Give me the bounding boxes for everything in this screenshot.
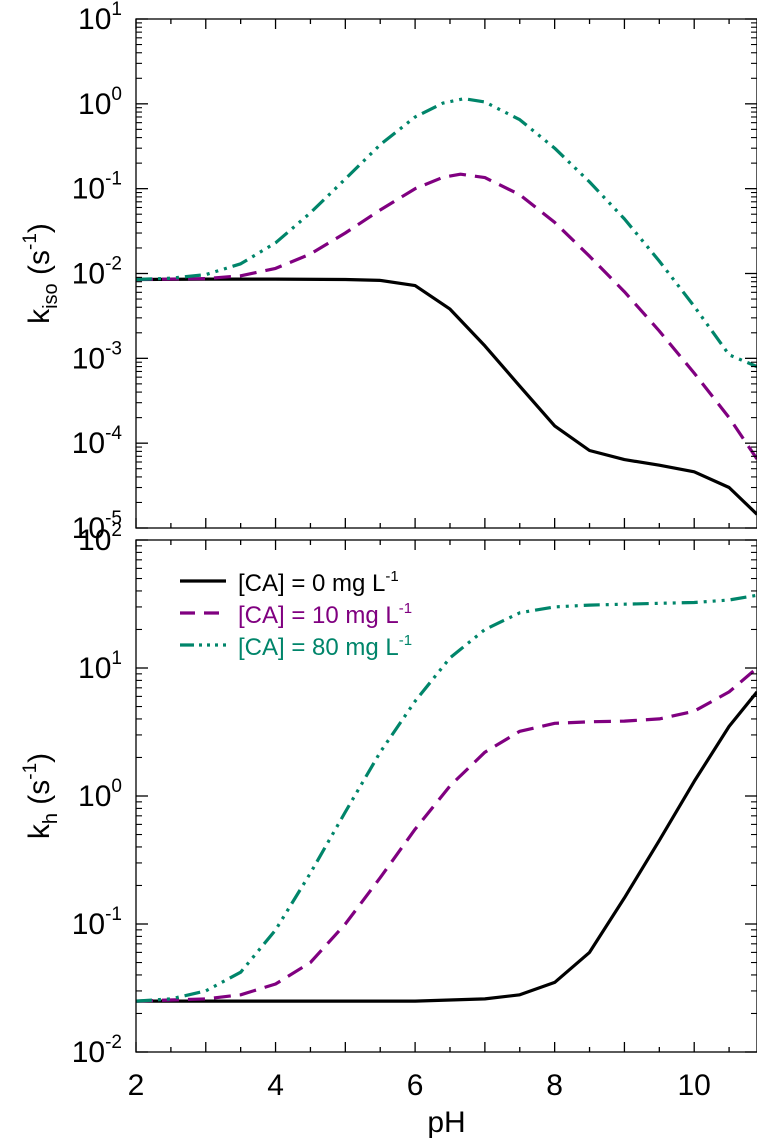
y-tick-exponent: -3 xyxy=(105,338,122,359)
y-tick-label: 10-5 xyxy=(72,508,122,545)
y-label-subscript: h xyxy=(40,813,62,824)
series-line-1 xyxy=(136,666,757,1003)
y-axis-label: kh (s-1) xyxy=(20,753,62,839)
series-line-2 xyxy=(136,97,757,369)
y-tick-base: 10 xyxy=(78,3,111,36)
y-tick-label: 101 xyxy=(78,0,122,36)
x-tick-label: 6 xyxy=(407,1069,424,1102)
x-axis-label: pH xyxy=(427,1106,465,1139)
legend-label-1: [CA] = 10 mg L-1 xyxy=(238,600,412,629)
plot-frame xyxy=(135,539,757,1053)
y-tick-base: 10 xyxy=(72,342,105,375)
legend-text: [CA] = 80 mg L xyxy=(238,634,399,661)
legend-text: [CA] = 10 mg L xyxy=(238,602,399,629)
y-tick-exponent: -1 xyxy=(105,169,122,190)
y-tick-base: 10 xyxy=(72,512,105,545)
x-tick-label: 4 xyxy=(267,1069,284,1102)
legend-text: [CA] = 0 mg L xyxy=(238,570,385,597)
y-label-unit-superscript: -1 xyxy=(20,763,41,780)
y-label-close: ) xyxy=(23,753,56,763)
plot-frame xyxy=(135,18,757,529)
x-tick-label: 2 xyxy=(128,1069,145,1102)
y-tick-base: 10 xyxy=(78,652,111,685)
legend-superscript: -1 xyxy=(385,568,398,585)
y-tick-exponent: 2 xyxy=(111,520,122,541)
y-label-unit: (s xyxy=(23,780,56,813)
y-label-subscript: iso xyxy=(40,283,62,309)
x-tick-label: 10 xyxy=(678,1069,711,1102)
y-tick-label: 10-4 xyxy=(72,423,123,460)
series-line-0 xyxy=(136,277,757,516)
y-tick-exponent: -2 xyxy=(105,1032,122,1053)
y-tick-label: 10-3 xyxy=(72,338,122,375)
y-tick-label: 102 xyxy=(78,520,122,557)
series-line-0 xyxy=(136,690,757,1003)
y-tick-label: 100 xyxy=(78,84,122,121)
series-line-1 xyxy=(136,172,757,460)
y-tick-exponent: -4 xyxy=(105,423,122,444)
y-tick-base: 10 xyxy=(72,908,105,941)
y-label-close: ) xyxy=(23,223,56,233)
y-tick-base: 10 xyxy=(78,780,111,813)
y-tick-exponent: 0 xyxy=(111,84,122,105)
y-label-main: k xyxy=(23,308,56,324)
y-tick-base: 10 xyxy=(72,173,105,206)
y-tick-exponent: 1 xyxy=(111,0,122,20)
y-label-unit-superscript: -1 xyxy=(20,233,41,250)
y-tick-label: 10-1 xyxy=(72,904,122,941)
y-tick-label: 10-2 xyxy=(72,1032,122,1069)
y-tick-base: 10 xyxy=(78,88,111,121)
y-tick-label: 10-1 xyxy=(72,169,122,206)
y-tick-label: 100 xyxy=(78,776,122,813)
y-tick-exponent: -1 xyxy=(105,904,122,925)
y-tick-exponent: -5 xyxy=(105,508,122,529)
legend-superscript: -1 xyxy=(399,600,412,617)
legend-label-0: [CA] = 0 mg L-1 xyxy=(238,568,399,597)
legend-label-2: [CA] = 80 mg L-1 xyxy=(238,632,412,661)
series-group xyxy=(136,593,757,1003)
series-line-2 xyxy=(136,593,757,1003)
y-tick-base: 10 xyxy=(72,258,105,291)
y-label-unit: (s xyxy=(23,250,56,283)
y-tick-base: 10 xyxy=(78,524,111,557)
y-tick-label: 101 xyxy=(78,648,122,685)
y-label-main: k xyxy=(23,823,56,839)
y-axis-label: kiso (s-1) xyxy=(20,223,62,324)
x-tick-label: 8 xyxy=(546,1069,563,1102)
y-tick-label: 10-2 xyxy=(72,254,122,291)
y-tick-base: 10 xyxy=(72,427,105,460)
y-tick-exponent: 1 xyxy=(111,648,122,669)
legend-superscript: -1 xyxy=(399,632,412,649)
y-tick-exponent: 0 xyxy=(111,776,122,797)
y-tick-base: 10 xyxy=(72,1036,105,1069)
y-tick-exponent: -2 xyxy=(105,254,122,275)
series-group xyxy=(136,97,757,516)
